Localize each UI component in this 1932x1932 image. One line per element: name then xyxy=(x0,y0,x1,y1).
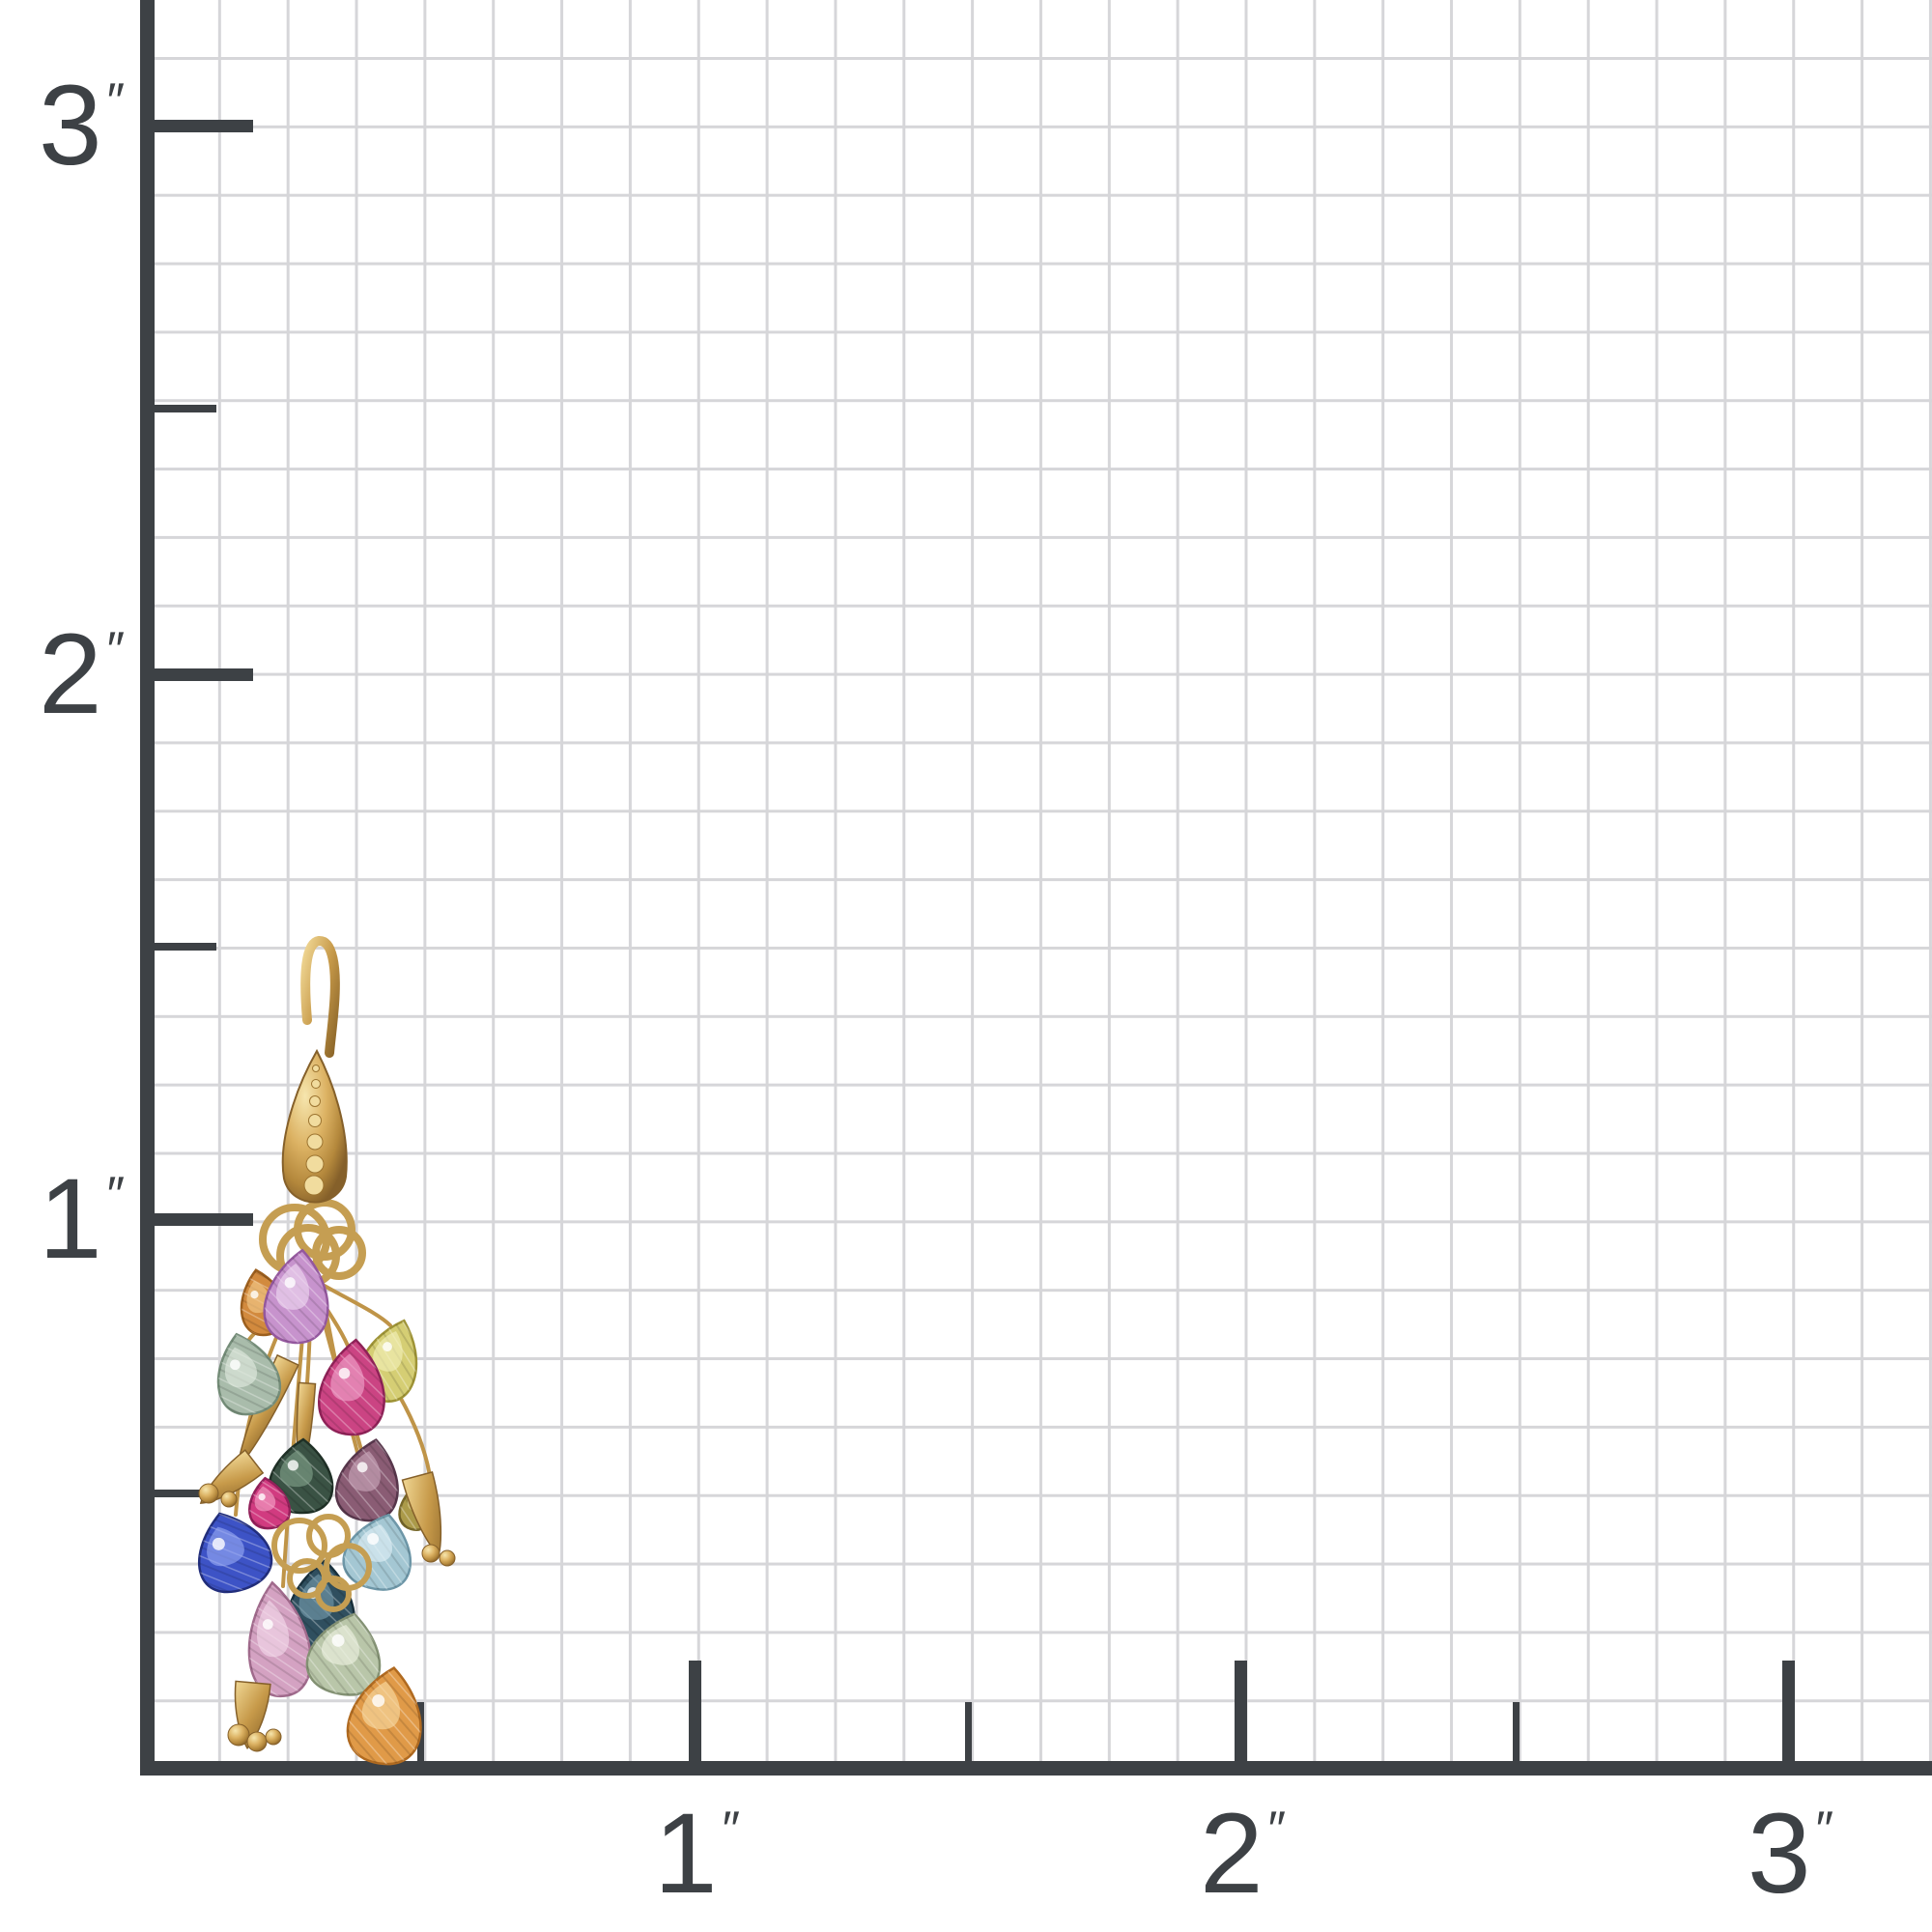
french-hook-wire xyxy=(300,936,340,1058)
gem-mystic-green xyxy=(305,1612,382,1696)
gold-wire xyxy=(398,1395,433,1484)
y-axis-tick-0_5in xyxy=(153,1490,216,1497)
earring xyxy=(197,936,456,1766)
gem-pink-sapphire-large xyxy=(247,1580,312,1697)
gold-jump-ring xyxy=(312,1226,366,1280)
y-axis-tick-2_5in xyxy=(153,405,216,412)
inch-mark: ″ xyxy=(106,622,126,678)
teardrop-bead xyxy=(311,1079,321,1089)
gem-citrine-bottom xyxy=(346,1666,422,1766)
gold-ball xyxy=(265,1728,282,1746)
teardrop-bead xyxy=(312,1065,320,1072)
gold-ball xyxy=(439,1549,456,1567)
teardrop-bead xyxy=(303,1175,325,1196)
gold-ball xyxy=(227,1723,250,1747)
inch-mark: ″ xyxy=(106,1167,126,1223)
gold-wire xyxy=(321,1283,392,1327)
teardrop-bead xyxy=(309,1095,321,1107)
x-axis-tick-1in xyxy=(689,1661,701,1761)
x-axis-tick-1_5in xyxy=(965,1702,972,1761)
gold-ball xyxy=(421,1544,440,1563)
x-axis-tick-2in xyxy=(1235,1661,1247,1761)
y-axis-label-3in: 3″ xyxy=(38,62,126,189)
gem-fuchsia-ruby xyxy=(318,1338,385,1436)
x-axis-tick-3in xyxy=(1782,1661,1795,1761)
y-axis-tick-1in xyxy=(153,1213,253,1226)
gold-ball xyxy=(246,1731,268,1752)
gold-ball xyxy=(220,1491,238,1508)
teardrop-bead xyxy=(306,1133,324,1151)
gem-plum-sapphire xyxy=(334,1438,399,1522)
teardrop-bead xyxy=(305,1154,325,1174)
x-axis-label-1in: 1″ xyxy=(653,1790,741,1918)
gem-aqua-topaz xyxy=(342,1513,412,1591)
gem-dark-teal-sapphire xyxy=(268,1437,334,1515)
y-axis-label-2in: 2″ xyxy=(38,611,126,738)
x-axis-label-2in: 2″ xyxy=(1199,1790,1287,1918)
inch-mark: ″ xyxy=(1267,1802,1287,1858)
y-axis-label-1in: 1″ xyxy=(38,1155,126,1283)
y-axis-tick-3in xyxy=(153,120,253,132)
gem-pink-lavender-sapphire xyxy=(263,1248,329,1345)
gem-blue-sapphire xyxy=(197,1512,273,1594)
gem-small-fuchsia xyxy=(248,1476,291,1530)
teardrop-bead xyxy=(308,1114,322,1127)
gold-wire-loop xyxy=(271,1518,327,1574)
x-axis-label-3in: 3″ xyxy=(1747,1790,1834,1918)
measurement-grid xyxy=(150,0,1932,1769)
gold-wire-loop xyxy=(306,1514,351,1558)
x-axis-line xyxy=(140,1761,1932,1776)
x-axis-tick-2_5in xyxy=(1513,1702,1520,1761)
inch-mark: ″ xyxy=(722,1802,741,1858)
gold-ball xyxy=(198,1483,219,1504)
y-axis-tick-1_5in xyxy=(153,943,216,951)
gold-wire-loop xyxy=(315,1576,352,1612)
inch-mark: ″ xyxy=(106,73,126,129)
inch-mark: ″ xyxy=(1815,1802,1834,1858)
y-axis-line xyxy=(140,0,155,1776)
y-axis-tick-2in xyxy=(153,668,253,681)
gem-pale-green-sapphire xyxy=(216,1332,281,1416)
